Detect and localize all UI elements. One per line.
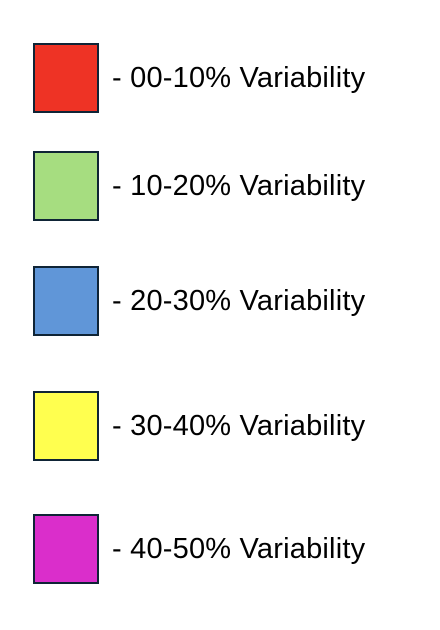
legend-swatch-red [33,43,99,113]
legend-label: - 10-20% Variability [112,169,366,202]
legend-swatch-blue [33,266,99,336]
legend-item-10-20: - 10-20% Variability [33,149,433,223]
legend-swatch-magenta [33,514,99,584]
legend-label: - 40-50% Variability [112,532,366,565]
legend-swatch-green [33,151,99,221]
legend-item-30-40: - 30-40% Variability [33,389,433,463]
legend-label: - 20-30% Variability [112,284,366,317]
legend-item-20-30: - 20-30% Variability [33,264,433,338]
legend-label: - 30-40% Variability [112,409,366,442]
legend-label: - 00-10% Variability [112,61,366,94]
legend-item-40-50: - 40-50% Variability [33,512,433,586]
legend-swatch-yellow [33,391,99,461]
legend-item-00-10: - 00-10% Variability [33,41,433,115]
